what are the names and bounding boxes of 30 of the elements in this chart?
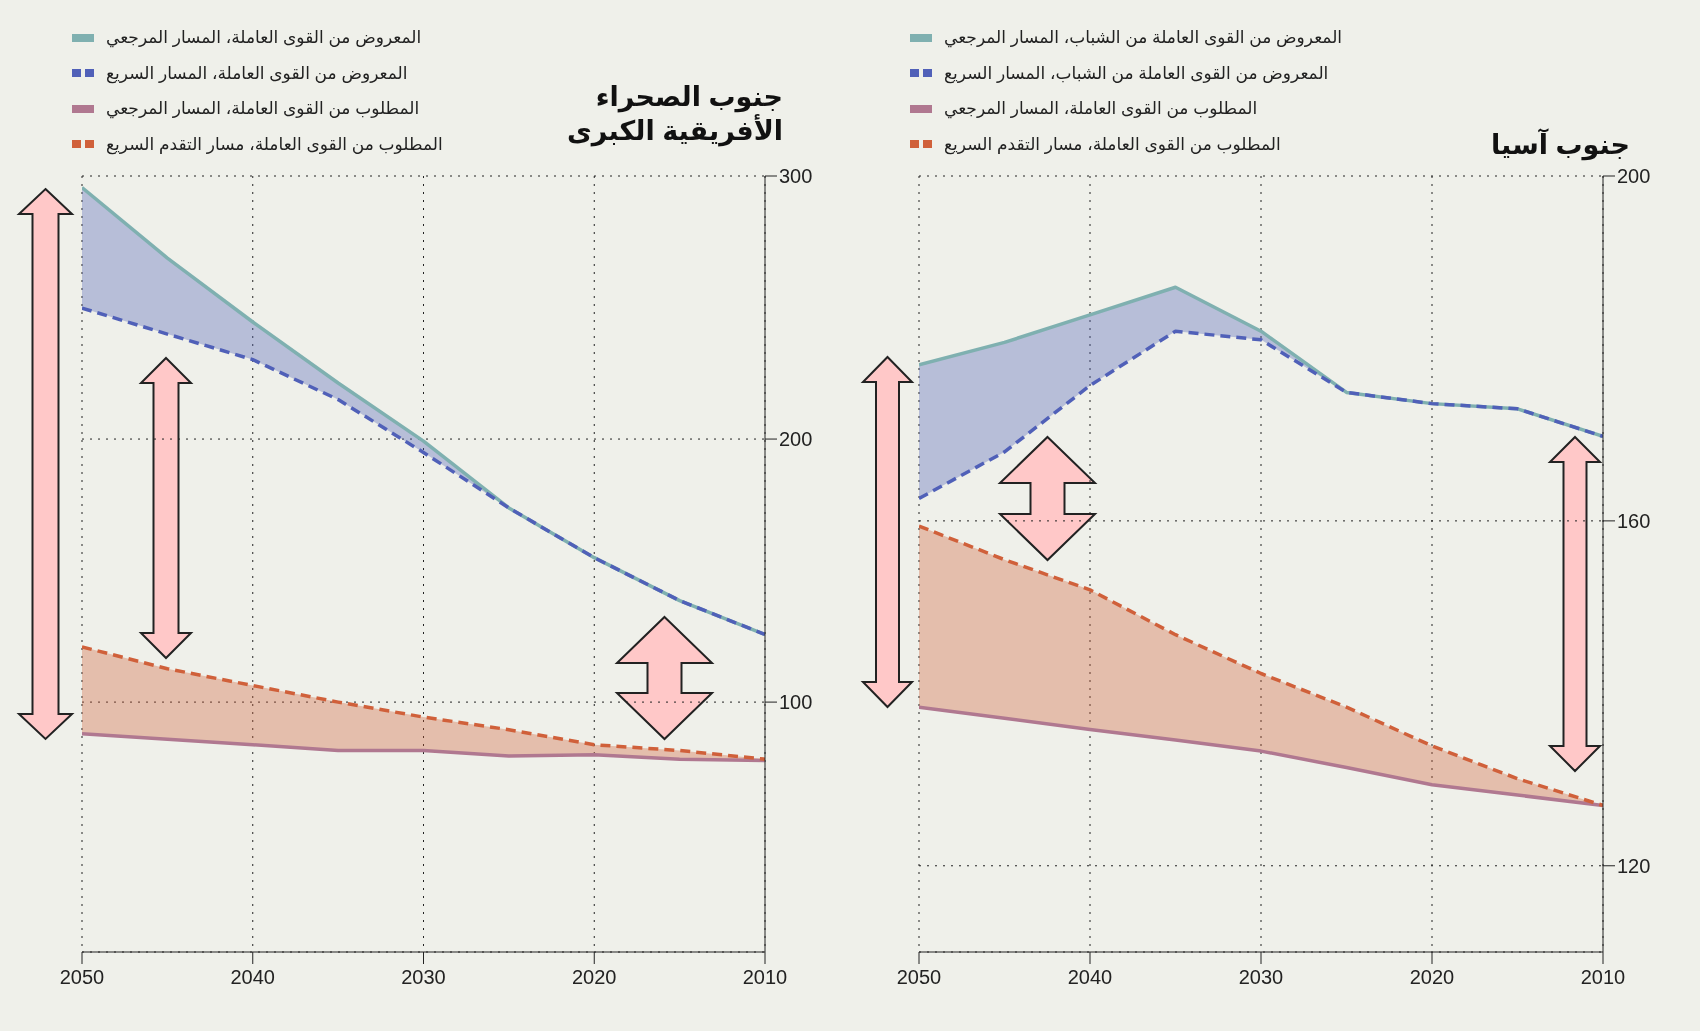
y-tick-label: 160 bbox=[1617, 509, 1651, 532]
x-tick-label: 2050 bbox=[896, 966, 942, 989]
line-series bbox=[919, 329, 1603, 501]
x-tick-label: 2010 bbox=[1580, 966, 1626, 989]
line-series bbox=[919, 705, 1603, 808]
x-tick-label: 2050 bbox=[59, 966, 105, 989]
x-tick-label: 2020 bbox=[572, 966, 617, 989]
chart-title: جنوب آسيا bbox=[1490, 128, 1630, 162]
legend-label: المطلوب من القوى العاملة، مسار التقدم السريع bbox=[106, 133, 443, 155]
legend-label: المعروض من القوى العاملة، المسار المرجعي bbox=[106, 27, 422, 49]
chart-title: جنوب الصحراء الأفريقية الكبرى bbox=[566, 81, 783, 148]
y-tick-label: 120 bbox=[1617, 854, 1651, 877]
x-tick-label: 2040 bbox=[1067, 966, 1113, 989]
x-tick-label: 2010 bbox=[742, 966, 788, 989]
legend-label: المطلوب من القوى العاملة، مسار التقدم السريع bbox=[944, 133, 1281, 155]
x-tick-label: 2030 bbox=[401, 966, 446, 989]
legend-label: المطلوب من القوى العاملة، المسار المرجعي bbox=[944, 98, 1258, 120]
x-tick-label: 2020 bbox=[1409, 966, 1455, 989]
x-tick-label: 2040 bbox=[230, 966, 275, 989]
line-series bbox=[82, 306, 765, 637]
line-series bbox=[82, 731, 765, 763]
legend-label: المعروض من القوى العاملة من الشباب، المسار المرجعي bbox=[944, 27, 1343, 49]
x-tick-label: 2030 bbox=[1238, 966, 1284, 989]
y-tick-label: 200 bbox=[1617, 165, 1651, 188]
y-tick-label: 300 bbox=[779, 165, 813, 188]
y-tick-label: 200 bbox=[779, 428, 813, 451]
legend-label: المطلوب من القوى العاملة، المسار المرجعي bbox=[106, 98, 420, 120]
legend-label: المعروض من القوى العاملة، المسار السريع bbox=[106, 62, 408, 84]
legend-label: المعروض من القوى العاملة من الشباب، المسار السريع bbox=[944, 62, 1329, 84]
y-tick-label: 100 bbox=[779, 691, 813, 714]
